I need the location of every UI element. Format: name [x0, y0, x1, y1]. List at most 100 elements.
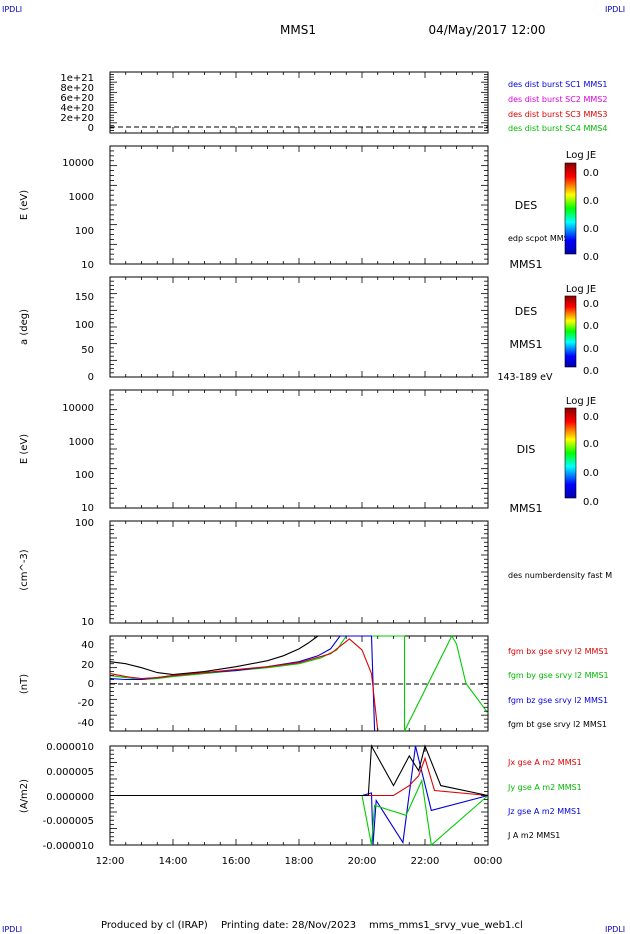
current-legend-j: J A m2 MMS1	[507, 831, 560, 840]
density-legend: des numberdensity fast M	[508, 571, 612, 580]
corner-label-bottom-right: IPDLI	[605, 925, 625, 934]
current-tick-label: -0.000010	[43, 841, 94, 852]
dist-legend-sc4: des dist burst SC4 MMS4	[508, 124, 607, 133]
bfield-tick-label: 0	[88, 679, 94, 690]
footer-printing-date: Printing date: 28/Nov/2023	[221, 920, 356, 931]
des-pitch-tick-label: 0	[88, 372, 94, 383]
x-tick-label: 12:00	[96, 856, 125, 867]
current-series-line	[110, 745, 489, 846]
des-pitch-ylabel: a (deg)	[19, 309, 30, 345]
dis-energy-cbar-tick: 0.0	[583, 497, 599, 508]
current-tick-label: 0.000005	[46, 767, 94, 778]
dist-panel-frame	[109, 71, 489, 134]
des-pitch-cbar-tick: 0.0	[583, 299, 599, 310]
dist-tick-label: 0	[88, 123, 94, 134]
des-pitch-cbar-title: Log JE	[566, 284, 596, 295]
des-energy-cbar-tick: 0.0	[583, 196, 599, 207]
dist-tick-label: 8e+20	[60, 83, 94, 94]
des-energy-tick-label: 10000	[62, 158, 94, 169]
bfield-tick-label: -20	[78, 698, 94, 709]
des-energy-cbar-tick: 0.0	[583, 168, 599, 179]
current-ylabel: (A/m2)	[19, 779, 30, 813]
bfield-series-line	[109, 638, 379, 732]
des-pitch-energy-range: 143-189 eV	[497, 372, 553, 383]
bfield-legend-bx: fgm bx gse srvy l2 MMS1	[508, 647, 609, 656]
des-energy-panel-frame	[109, 145, 489, 265]
bfield-legend-by: fgm by gse srvy l2 MMS1	[508, 671, 609, 680]
des-energy-cbar-tick: 0.0	[583, 224, 599, 235]
current-series-line	[110, 778, 489, 847]
x-tick-label: 14:00	[159, 856, 188, 867]
dist-tick-label: 2e+20	[60, 113, 94, 124]
des-energy-tick-label: 10	[81, 260, 94, 271]
des-pitch-cbar-tick: 0.0	[583, 344, 599, 355]
dis-energy-cbar-tick: 0.0	[583, 468, 599, 479]
dist-legend-sc1: des dist burst SC1 MMS1	[508, 80, 607, 89]
bfield-tick-label: 20	[81, 660, 94, 671]
des-pitch-cbar-tick: 0.0	[583, 321, 599, 332]
bfield-tick-label: -40	[78, 718, 94, 729]
density-tick-label: 100	[75, 518, 94, 529]
current-legend-jx: Jx gse A m2 MMS1	[507, 758, 582, 767]
current-tick-label: 0.000000	[46, 792, 94, 803]
corner-label-top-left: IPDLI	[2, 5, 22, 14]
des-energy-sc-label: MMS1	[510, 258, 543, 271]
bfield-series-line	[109, 635, 319, 676]
des-pitch-colorbar	[564, 295, 577, 368]
current-tick-label: 0.000010	[46, 742, 94, 753]
dis-energy-panel-frame	[109, 389, 489, 509]
dist-legend-sc3: des dist burst SC3 MMS3	[508, 110, 607, 119]
des-energy-ylabel: E (eV)	[19, 190, 30, 220]
current-tick-label: -0.000005	[43, 816, 94, 827]
dis-energy-tick-label: 100	[75, 470, 94, 481]
des-pitch-tick-label: 150	[75, 292, 94, 303]
dis-energy-cbar-title: Log JE	[566, 396, 596, 407]
des-pitch-panel-frame	[109, 276, 489, 378]
des-pitch-side-label: DES	[515, 305, 537, 318]
current-legend-jy: Jy gse A m2 MMS1	[507, 783, 582, 792]
current-legend-jz: Jz gse A m2 MMS1	[507, 807, 581, 816]
density-tick-label: 10	[81, 617, 94, 628]
scpot-overlay-label: edp scpot MMS1	[508, 234, 574, 243]
corner-label-top-right: IPDLI	[605, 5, 625, 14]
dis-energy-tick-label: 1000	[69, 437, 94, 448]
des-energy-side-label: DES	[515, 199, 537, 212]
dis-energy-side-label: DIS	[517, 443, 536, 456]
des-pitch-sc-label: MMS1	[510, 338, 543, 351]
bfield-legend-bz: fgm bz gse srvy l2 MMS1	[508, 696, 608, 705]
corner-label-bottom-left: IPDLI	[2, 925, 22, 934]
x-tick-label: 00:00	[474, 856, 503, 867]
footer-produced-by: Produced by cl (IRAP)	[101, 920, 208, 931]
dis-energy-cbar-tick: 0.0	[583, 439, 599, 450]
des-energy-tick-label: 100	[75, 226, 94, 237]
dis-energy-sc-label: MMS1	[510, 502, 543, 515]
x-tick-label: 22:00	[411, 856, 440, 867]
density-panel-frame	[109, 520, 489, 624]
dist-tick-label: 4e+20	[60, 103, 94, 114]
dis-energy-cbar-tick: 0.0	[583, 412, 599, 423]
footer-product: mms_mms1_srvy_vue_web1.cl	[369, 920, 523, 931]
des-energy-colorbar	[564, 162, 577, 255]
current-series-line	[110, 756, 489, 797]
des-energy-tick-label: 1000	[69, 192, 94, 203]
bfield-tick-label: 40	[81, 640, 94, 651]
dist-tick-label: 1e+21	[60, 73, 94, 84]
dis-energy-ylabel: E (eV)	[19, 434, 30, 464]
dis-energy-tick-label: 10000	[62, 403, 94, 414]
des-pitch-cbar-tick: 0.0	[583, 366, 599, 377]
current-series-line	[110, 744, 489, 797]
datetime-title: 04/May/2017 12:00	[428, 23, 545, 37]
bfield-series-line	[109, 634, 489, 732]
des-energy-cbar-tick: 0.0	[583, 252, 599, 263]
dis-energy-tick-label: 10	[81, 503, 94, 514]
dis-energy-colorbar	[564, 407, 577, 499]
des-pitch-tick-label: 100	[75, 320, 94, 331]
density-ylabel: (cm^-3)	[19, 549, 30, 590]
dist-tick-label: 6e+20	[60, 93, 94, 104]
bfield-ylabel: (nT)	[19, 674, 30, 694]
x-tick-label: 16:00	[222, 856, 251, 867]
dist-legend-sc2: des dist burst SC2 MMS2	[508, 95, 607, 104]
des-energy-cbar-title: Log JE	[566, 150, 596, 161]
x-tick-label: 18:00	[285, 856, 314, 867]
